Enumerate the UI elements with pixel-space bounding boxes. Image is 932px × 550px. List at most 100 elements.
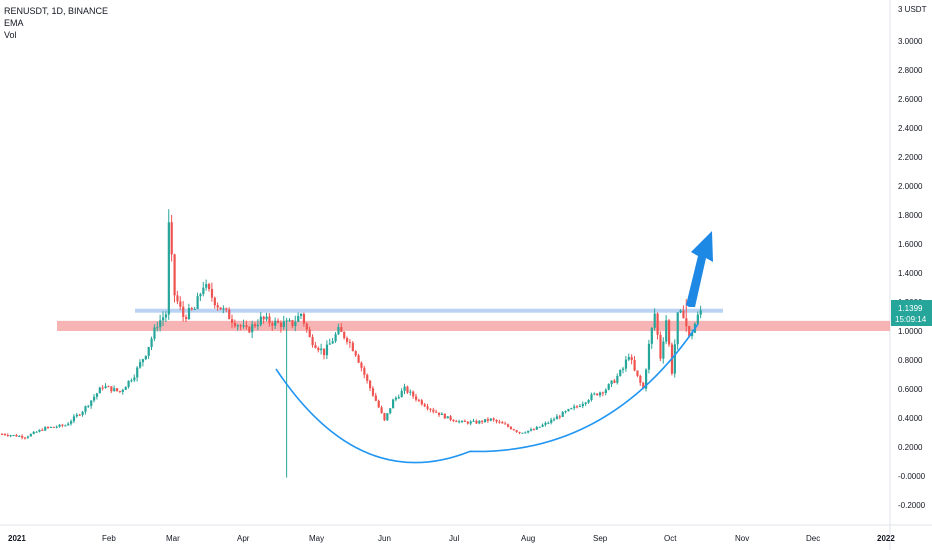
candle-body: [610, 380, 613, 385]
candle-body: [627, 357, 630, 360]
candle-body: [624, 359, 628, 369]
candle-body: [512, 429, 515, 431]
candle-body: [248, 327, 251, 333]
candle-body: [386, 413, 389, 421]
price-tick-label: 2.6000: [898, 95, 923, 104]
price-tick-label: -0.2000: [898, 501, 926, 510]
candle-body: [110, 386, 113, 392]
candle-body: [268, 316, 271, 324]
candle-body: [383, 413, 386, 421]
price-axis-background: [890, 0, 932, 550]
candle-body: [679, 310, 682, 313]
time-tick-label: Dec: [806, 534, 820, 543]
time-tick-label: Jul: [449, 534, 459, 543]
candle-body: [101, 387, 104, 389]
candle-body: [256, 324, 260, 327]
candle-body: [38, 429, 41, 432]
candle-body: [113, 388, 116, 392]
candle-body: [504, 423, 507, 425]
candle-body: [210, 289, 214, 298]
candle-body: [558, 416, 561, 418]
candle-body: [242, 325, 245, 327]
candle-body: [133, 377, 136, 381]
symbol-title[interactable]: RENUSDT, 1D, BINANCE: [4, 6, 109, 16]
candle-body: [673, 344, 676, 374]
candle-body: [3, 433, 7, 435]
candle-body: [417, 399, 421, 401]
candle-body: [44, 427, 47, 431]
candle-body: [193, 308, 196, 310]
candle-body: [509, 426, 513, 430]
candle-body: [202, 287, 205, 295]
candle-body: [570, 408, 573, 410]
price-axis[interactable]: 3.0000 2.8000 2.6000 2.4000 2.2000 2.0000 1.80…: [898, 37, 926, 510]
candle-body: [141, 359, 145, 363]
ema-indicator-label[interactable]: EMA: [4, 18, 24, 28]
price-tick-label: 0.8000: [898, 356, 923, 365]
price-tick-label: 1.6000: [898, 240, 923, 249]
candle-body: [219, 307, 222, 310]
price-axis-unit[interactable]: 3 USDT: [898, 5, 927, 14]
price-tick-label: -0.0000: [898, 472, 926, 481]
candle-body: [452, 419, 455, 422]
candle-body: [225, 308, 228, 310]
candle-body: [98, 387, 101, 394]
candle-body: [380, 407, 383, 414]
candle-body: [12, 434, 15, 436]
resistance-zone-band: [57, 320, 890, 331]
candle-body: [478, 420, 481, 424]
candle-body: [486, 419, 490, 421]
candle-body: [90, 400, 93, 406]
candle-body: [208, 284, 211, 290]
candle-body: [461, 420, 464, 422]
candle-body: [518, 431, 521, 433]
candle-body: [84, 406, 87, 412]
candle-body: [130, 380, 133, 382]
candle-body: [26, 436, 30, 438]
candle-body: [340, 327, 343, 332]
candle-body: [622, 368, 625, 370]
candle-body: [530, 429, 533, 431]
chart-legend: RENUSDT, 1D, BINANCE EMA Vol: [4, 5, 108, 41]
candle-body: [495, 419, 498, 422]
price-badge: 1.1399 15:09:14: [891, 300, 932, 326]
candle-body: [164, 314, 168, 318]
candle-body: [213, 297, 216, 306]
candle-body: [527, 430, 530, 433]
candle-body: [366, 374, 369, 381]
candle-body: [435, 411, 438, 413]
candle-body: [52, 426, 55, 428]
candle-body: [369, 380, 372, 389]
candle-body: [320, 348, 323, 351]
candle-body: [348, 341, 352, 343]
price-badge-value: 1.1399: [898, 304, 923, 313]
candle-body: [371, 388, 375, 396]
volume-indicator-label[interactable]: Vol: [4, 30, 17, 40]
candle-body: [535, 426, 538, 430]
price-tick-label: 0.2000: [898, 443, 923, 452]
candle-body: [311, 336, 314, 346]
candle-body: [446, 416, 449, 419]
candle-body: [139, 362, 142, 368]
candle-body: [70, 421, 73, 424]
candle-body: [630, 357, 633, 360]
candle-body: [41, 429, 44, 431]
candle-body: [274, 320, 277, 326]
candle-body: [159, 320, 162, 328]
candle-body: [170, 222, 173, 255]
candle-body: [604, 389, 607, 393]
candle-body: [233, 322, 237, 327]
candle-body: [699, 310, 702, 315]
candle-body: [363, 367, 366, 375]
candle-body: [633, 359, 636, 371]
candle-body: [18, 435, 21, 437]
candle-body: [325, 344, 329, 356]
candle-body: [55, 426, 58, 428]
candle-body: [150, 338, 153, 348]
price-tick-label: 2.4000: [898, 124, 923, 133]
candle-body: [691, 332, 694, 337]
price-tick-label: 2.0000: [898, 182, 923, 191]
time-axis[interactable]: 2021 Feb Mar Apr May Jun Jul Aug Sep Oct Nov Dec 202…: [8, 534, 895, 543]
candle-body: [406, 386, 409, 393]
